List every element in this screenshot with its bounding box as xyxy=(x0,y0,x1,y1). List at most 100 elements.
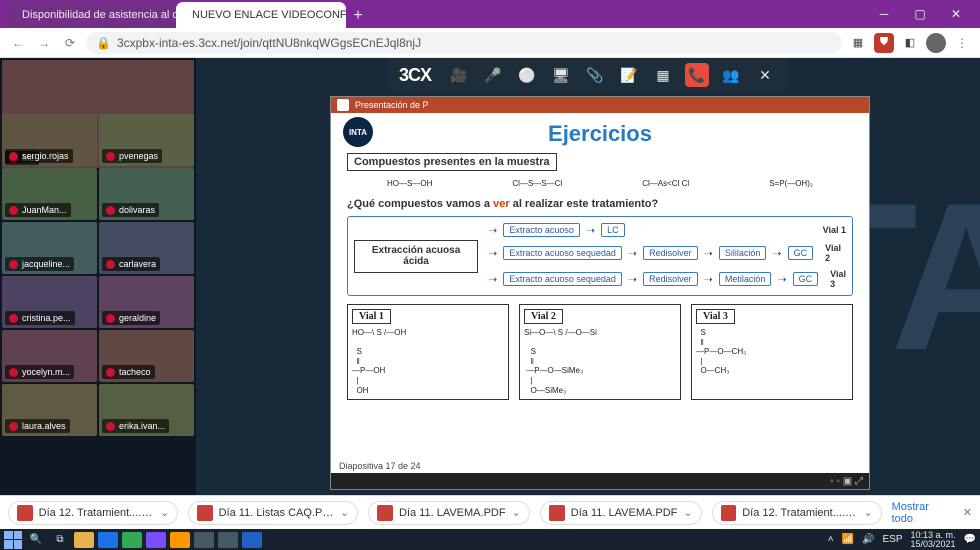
vial-structure: S ‖ —P—O—CH₃ | O—CH₃ xyxy=(696,328,848,376)
task-search-button[interactable]: 🔍 xyxy=(26,532,46,548)
participant-name-bar: carlavera xyxy=(102,257,160,271)
tray-language[interactable]: ESP xyxy=(882,534,902,545)
browser-menu-button[interactable]: ⋮ xyxy=(952,36,972,50)
close-shelf-button[interactable]: ✕ xyxy=(963,506,972,519)
mic-off-icon xyxy=(9,368,18,377)
new-tab-button[interactable]: + xyxy=(346,4,370,28)
camera-toggle-button[interactable]: 🎥 xyxy=(447,63,471,87)
task-view-button[interactable]: ⧉ xyxy=(50,532,70,548)
window-minimize-button[interactable]: ─ xyxy=(866,0,902,28)
participant-name-bar: pvenegas xyxy=(102,149,162,163)
participant-tile[interactable]: erika.ivan... xyxy=(99,384,194,436)
participant-tile[interactable]: tacheco xyxy=(99,330,194,382)
nav-back-button[interactable]: ← xyxy=(8,36,28,50)
notifications-button[interactable]: 💬 xyxy=(964,534,976,545)
powerpoint-titlebar: Presentación de P xyxy=(331,97,869,113)
extension-icon[interactable]: ▦ xyxy=(848,33,868,53)
mic-off-icon xyxy=(9,206,18,215)
nav-reload-button[interactable]: ⟳ xyxy=(60,36,80,50)
taskbar-app-generic[interactable] xyxy=(194,532,214,548)
section-heading: Compuestos presentes en la muestra xyxy=(347,153,557,171)
participant-tile[interactable]: carlavera xyxy=(99,222,194,274)
record-button[interactable]: ⚪ xyxy=(515,63,539,87)
hangup-button[interactable]: 📞 xyxy=(685,63,709,87)
vial-box: Vial 1HO—\ S /—OH S ‖ —P—OH | OH xyxy=(347,304,509,400)
participant-tile[interactable]: yocelyn.m... xyxy=(2,330,97,382)
chevron-down-icon[interactable]: ⌄ xyxy=(340,506,349,519)
mic-off-icon xyxy=(106,152,115,161)
participant-tile[interactable]: jacqueline... xyxy=(2,222,97,274)
chevron-down-icon[interactable]: ⌄ xyxy=(683,506,692,519)
taskbar-app-edge[interactable] xyxy=(98,532,118,548)
participant-name: laura.alves xyxy=(22,421,66,431)
window-close-button[interactable]: ✕ xyxy=(938,0,974,28)
tray-network-icon[interactable]: 📶 xyxy=(842,534,854,545)
powerpoint-icon xyxy=(337,99,349,111)
chevron-down-icon[interactable]: ⌄ xyxy=(160,506,169,519)
tray-volume-icon[interactable]: 🔊 xyxy=(862,534,874,545)
window-maximize-button[interactable]: ▢ xyxy=(902,0,938,28)
browser-tab-2[interactable]: NUEVO ENLACE VIDEOCONF● xyxy=(176,2,346,28)
participant-name-bar: dolivaras xyxy=(102,203,159,217)
taskbar-app-chrome[interactable] xyxy=(122,532,142,548)
flow-node: Extracto acuoso sequedad xyxy=(503,272,622,286)
download-item[interactable]: Día 11. LAVEMA.PDF ⌄ xyxy=(540,501,702,525)
address-bar[interactable]: 🔒 3cxpbx-inta-es.3cx.net/join/qttNU8nkqW… xyxy=(86,32,842,54)
participant-tile[interactable]: geraldine xyxy=(99,276,194,328)
question-text: ¿Qué compuestos vamos a xyxy=(347,198,493,210)
download-item[interactable]: Día 11. LAVEMA.PDF⌄ xyxy=(368,501,530,525)
browser-tab-1[interactable]: Disponibilidad de asistencia al cl xyxy=(6,2,176,28)
download-item[interactable]: Día 11. Listas CAQ.PDF⌄ xyxy=(188,501,358,525)
taskbar-app-explorer[interactable] xyxy=(74,532,94,548)
participant-name: tacheco xyxy=(119,367,151,377)
arrow-icon: ➝ xyxy=(488,247,497,260)
taskbar-app-generic[interactable] xyxy=(218,532,238,548)
tray-chevron-icon[interactable]: ˄ xyxy=(828,534,834,545)
participant-tile[interactable]: pvenegas xyxy=(99,114,194,166)
mic-off-icon xyxy=(9,422,18,431)
arrow-icon: ➝ xyxy=(628,247,637,260)
start-button[interactable] xyxy=(4,531,22,549)
extension-icon[interactable]: ◧ xyxy=(900,33,920,53)
vial-structure: Si—O—\ S /—O—Si S ‖ —P—O—SiMe₃ | O—SiMe₃ xyxy=(524,328,676,395)
extension-adblock-icon[interactable]: ⛊ xyxy=(874,33,894,53)
grid-view-button[interactable]: ▦ xyxy=(651,63,675,87)
vial-heading: Vial 1 xyxy=(352,309,391,324)
mic-off-icon xyxy=(9,260,18,269)
participants-button[interactable]: 👥 xyxy=(719,63,743,87)
participant-name: sergio.rojas xyxy=(22,151,69,161)
download-item[interactable]: Día 12. Tratamient....pdf⌄ xyxy=(8,501,178,525)
download-filename: Día 12. Tratamient....pdf xyxy=(742,507,857,519)
inta-logo: INTA xyxy=(343,117,373,147)
flow-line: ➝Extracto acuoso sequedad➝Redisolver➝Sil… xyxy=(488,243,846,263)
participant-tile[interactable]: JuanMan... xyxy=(2,168,97,220)
download-item[interactable]: Día 12. Tratamient....pdf ⌄ xyxy=(712,501,882,525)
participant-tile[interactable]: sergio.rojas xyxy=(2,114,97,166)
taskbar-app-word[interactable] xyxy=(242,532,262,548)
profile-avatar[interactable] xyxy=(926,33,946,53)
slide-body: INTA Ejercicios Compuestos presentes en … xyxy=(331,113,869,459)
nav-forward-button[interactable]: → xyxy=(34,36,54,50)
downloads-shelf: Día 12. Tratamient....pdf⌄Día 11. Listas… xyxy=(0,495,980,529)
taskbar-app-generic[interactable] xyxy=(146,532,166,548)
participant-tile[interactable]: dolivaras xyxy=(99,168,194,220)
download-filename: Día 11. LAVEMA.PDF xyxy=(571,507,678,519)
participant-name-bar: sergio.rojas xyxy=(5,149,73,163)
chevron-down-icon[interactable]: ⌄ xyxy=(512,506,521,519)
chevron-down-icon[interactable]: ⌄ xyxy=(864,506,873,519)
attach-button[interactable]: 📎 xyxy=(583,63,607,87)
participant-name-bar: erika.ivan... xyxy=(102,419,169,433)
close-bar-button[interactable]: ✕ xyxy=(753,63,777,87)
taskbar-clock[interactable]: 10:13 a. m. 15/03/2021 xyxy=(911,531,956,549)
taskbar-app-generic[interactable] xyxy=(170,532,190,548)
flow-node: Redisolver xyxy=(643,272,698,286)
slide-title: Ejercicios xyxy=(347,121,853,147)
show-all-downloads-link[interactable]: Mostrar todo xyxy=(892,501,953,525)
participant-tile[interactable]: laura.alves xyxy=(2,384,97,436)
participant-tile[interactable]: cristina.pe... xyxy=(2,276,97,328)
participant-name-bar: tacheco xyxy=(102,365,155,379)
mic-toggle-button[interactable]: 🎤 xyxy=(481,63,505,87)
notes-button[interactable]: 📝 xyxy=(617,63,641,87)
screen-share-button[interactable]: 🖥 xyxy=(549,63,573,87)
flow-node: Extracto acuoso sequedad xyxy=(503,246,622,260)
